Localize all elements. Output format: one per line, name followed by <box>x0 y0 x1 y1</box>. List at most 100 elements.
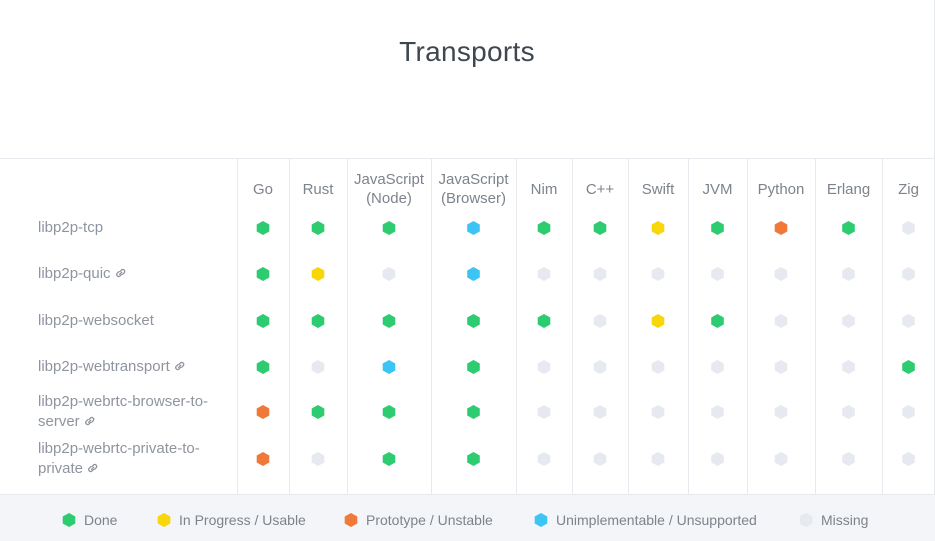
column-header: Zig <box>898 180 919 198</box>
status-hexagon-icon <box>711 405 724 419</box>
status-hexagon-icon <box>311 221 325 235</box>
row-label-line: libp2p-webrtc-browser-to- <box>38 393 209 410</box>
status-hexagon-icon <box>382 221 396 235</box>
status-hexagon-icon <box>311 452 325 466</box>
link-icon[interactable] <box>85 462 100 474</box>
column-divider <box>347 159 348 495</box>
column-divider <box>882 159 883 495</box>
status-hexagon-icon <box>902 452 915 466</box>
column-divider <box>747 159 748 495</box>
status-hexagon-icon <box>902 221 915 235</box>
status-hexagon-icon <box>382 360 396 374</box>
legend-hexagon-icon <box>534 513 548 527</box>
status-hexagon-icon <box>774 221 788 235</box>
legend: Done In Progress / Usable Prototype / Unst… <box>0 494 935 541</box>
legend-label: Missing <box>821 512 869 528</box>
status-hexagon-icon <box>651 314 665 328</box>
status-hexagon-icon <box>256 405 270 419</box>
column-divider <box>815 159 816 495</box>
status-hexagon-icon <box>256 267 270 281</box>
column-header: Go <box>252 180 273 198</box>
row-label: libp2p-quic <box>38 264 233 284</box>
status-hexagon-icon <box>593 452 607 466</box>
column-divider <box>237 159 238 495</box>
column-divider <box>289 159 290 495</box>
status-hexagon-icon <box>711 314 724 328</box>
column-divider <box>572 159 573 495</box>
row-label-text: libp2p-quic <box>38 265 111 282</box>
status-hexagon-icon <box>537 452 551 466</box>
status-hexagon-icon <box>467 405 480 419</box>
status-hexagon-icon <box>593 267 607 281</box>
status-hexagon-icon <box>902 405 915 419</box>
link-icon[interactable] <box>82 415 97 427</box>
legend-hexagon-icon <box>344 513 358 527</box>
row-label-text: libp2p-websocket <box>38 312 154 329</box>
status-hexagon-icon <box>842 314 855 328</box>
status-hexagon-icon <box>651 405 665 419</box>
column-divider <box>431 159 432 495</box>
status-hexagon-icon <box>256 314 270 328</box>
status-hexagon-icon <box>711 267 724 281</box>
status-hexagon-icon <box>382 314 396 328</box>
column-header: Rust <box>302 180 334 198</box>
status-hexagon-icon <box>651 267 665 281</box>
status-hexagon-icon <box>256 360 270 374</box>
status-hexagon-icon <box>467 221 480 235</box>
legend-label: Prototype / Unstable <box>366 512 493 528</box>
legend-item: Done <box>62 512 117 528</box>
status-hexagon-icon <box>902 360 915 374</box>
status-hexagon-icon <box>651 221 665 235</box>
status-hexagon-icon <box>311 314 325 328</box>
legend-item: Unimplementable / Unsupported <box>534 512 757 528</box>
column-divider <box>688 159 689 495</box>
status-hexagon-icon <box>902 267 915 281</box>
status-hexagon-icon <box>774 452 788 466</box>
row-label: libp2p-webrtc-private-to-private <box>38 439 233 479</box>
legend-label: Unimplementable / Unsupported <box>556 512 757 528</box>
status-hexagon-icon <box>311 360 325 374</box>
row-label-line: private <box>38 460 84 477</box>
column-divider <box>628 159 629 495</box>
status-hexagon-icon <box>537 267 551 281</box>
status-hexagon-icon <box>842 452 855 466</box>
status-hexagon-icon <box>842 405 855 419</box>
column-header: JavaScript (Node) <box>353 171 425 207</box>
status-hexagon-icon <box>902 314 915 328</box>
status-hexagon-icon <box>593 360 607 374</box>
link-icon[interactable] <box>113 267 128 279</box>
status-hexagon-icon <box>382 452 396 466</box>
row-label-text: libp2p-webtransport <box>38 358 170 375</box>
status-hexagon-icon <box>537 360 551 374</box>
status-hexagon-icon <box>537 314 551 328</box>
status-hexagon-icon <box>842 360 855 374</box>
status-hexagon-icon <box>842 267 855 281</box>
column-header: JVM <box>702 180 733 198</box>
page-title: Transports <box>399 36 535 67</box>
column-header: Nim <box>530 180 558 198</box>
status-hexagon-icon <box>651 360 665 374</box>
column-header: Python <box>757 180 805 198</box>
status-hexagon-icon <box>774 360 788 374</box>
column-header: JavaScript (Browser) <box>438 171 509 207</box>
status-hexagon-icon <box>467 360 480 374</box>
column-header: Swift <box>641 180 675 198</box>
status-hexagon-icon <box>593 221 607 235</box>
status-hexagon-icon <box>537 221 551 235</box>
status-hexagon-icon <box>842 221 855 235</box>
status-hexagon-icon <box>774 314 788 328</box>
status-hexagon-icon <box>711 360 724 374</box>
transports-table: Go Rust JavaScript (Node) JavaScript (Brows… <box>0 158 935 495</box>
status-hexagon-icon <box>382 405 396 419</box>
status-hexagon-icon <box>311 267 325 281</box>
column-header: C++ <box>585 180 615 198</box>
legend-label: In Progress / Usable <box>179 512 306 528</box>
row-label-line: libp2p-webrtc-private-to- <box>38 440 200 457</box>
row-label: libp2p-tcp <box>38 218 233 238</box>
status-hexagon-icon <box>467 314 480 328</box>
status-hexagon-icon <box>593 314 607 328</box>
status-hexagon-icon <box>256 221 270 235</box>
legend-item: Prototype / Unstable <box>344 512 493 528</box>
status-hexagon-icon <box>311 405 325 419</box>
link-icon[interactable] <box>172 360 187 372</box>
